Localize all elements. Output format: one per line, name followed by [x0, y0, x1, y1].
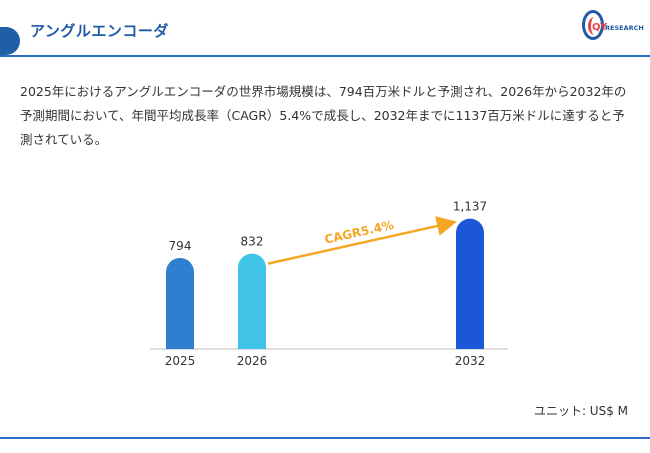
logo-ring-icon	[582, 10, 604, 40]
unit-label: ユニット: US$ M	[533, 404, 628, 418]
qyresearch-logo: QY RESEARCH	[578, 8, 644, 50]
logo-research-text: RESEARCH	[605, 24, 644, 32]
bar-2026	[238, 253, 266, 349]
value-label-2025: 794	[169, 239, 192, 253]
bar-2025	[166, 257, 194, 349]
logo-qy-text: QY	[592, 22, 607, 33]
header-divider	[0, 55, 650, 57]
cagr-arrow	[267, 216, 457, 265]
bar-2032	[456, 218, 484, 349]
category-label-2026: 2026	[237, 354, 268, 368]
market-description: 2025年におけるアングルエンコーダの世界市場規模は、794百万米ドルと予測され…	[20, 84, 627, 147]
footer-divider	[0, 437, 650, 439]
value-label-2032: 1,137	[453, 200, 487, 214]
header-accent-tab	[0, 27, 20, 55]
bars-group: 794 2025 832 2026 1,137 2032	[165, 200, 487, 368]
page-title: アングルエンコーダ	[30, 22, 169, 40]
value-label-2026: 832	[241, 235, 264, 249]
category-label-2032: 2032	[455, 354, 486, 368]
header: アングルエンコーダ QY RESEARCH	[0, 0, 650, 60]
category-label-2025: 2025	[165, 354, 196, 368]
